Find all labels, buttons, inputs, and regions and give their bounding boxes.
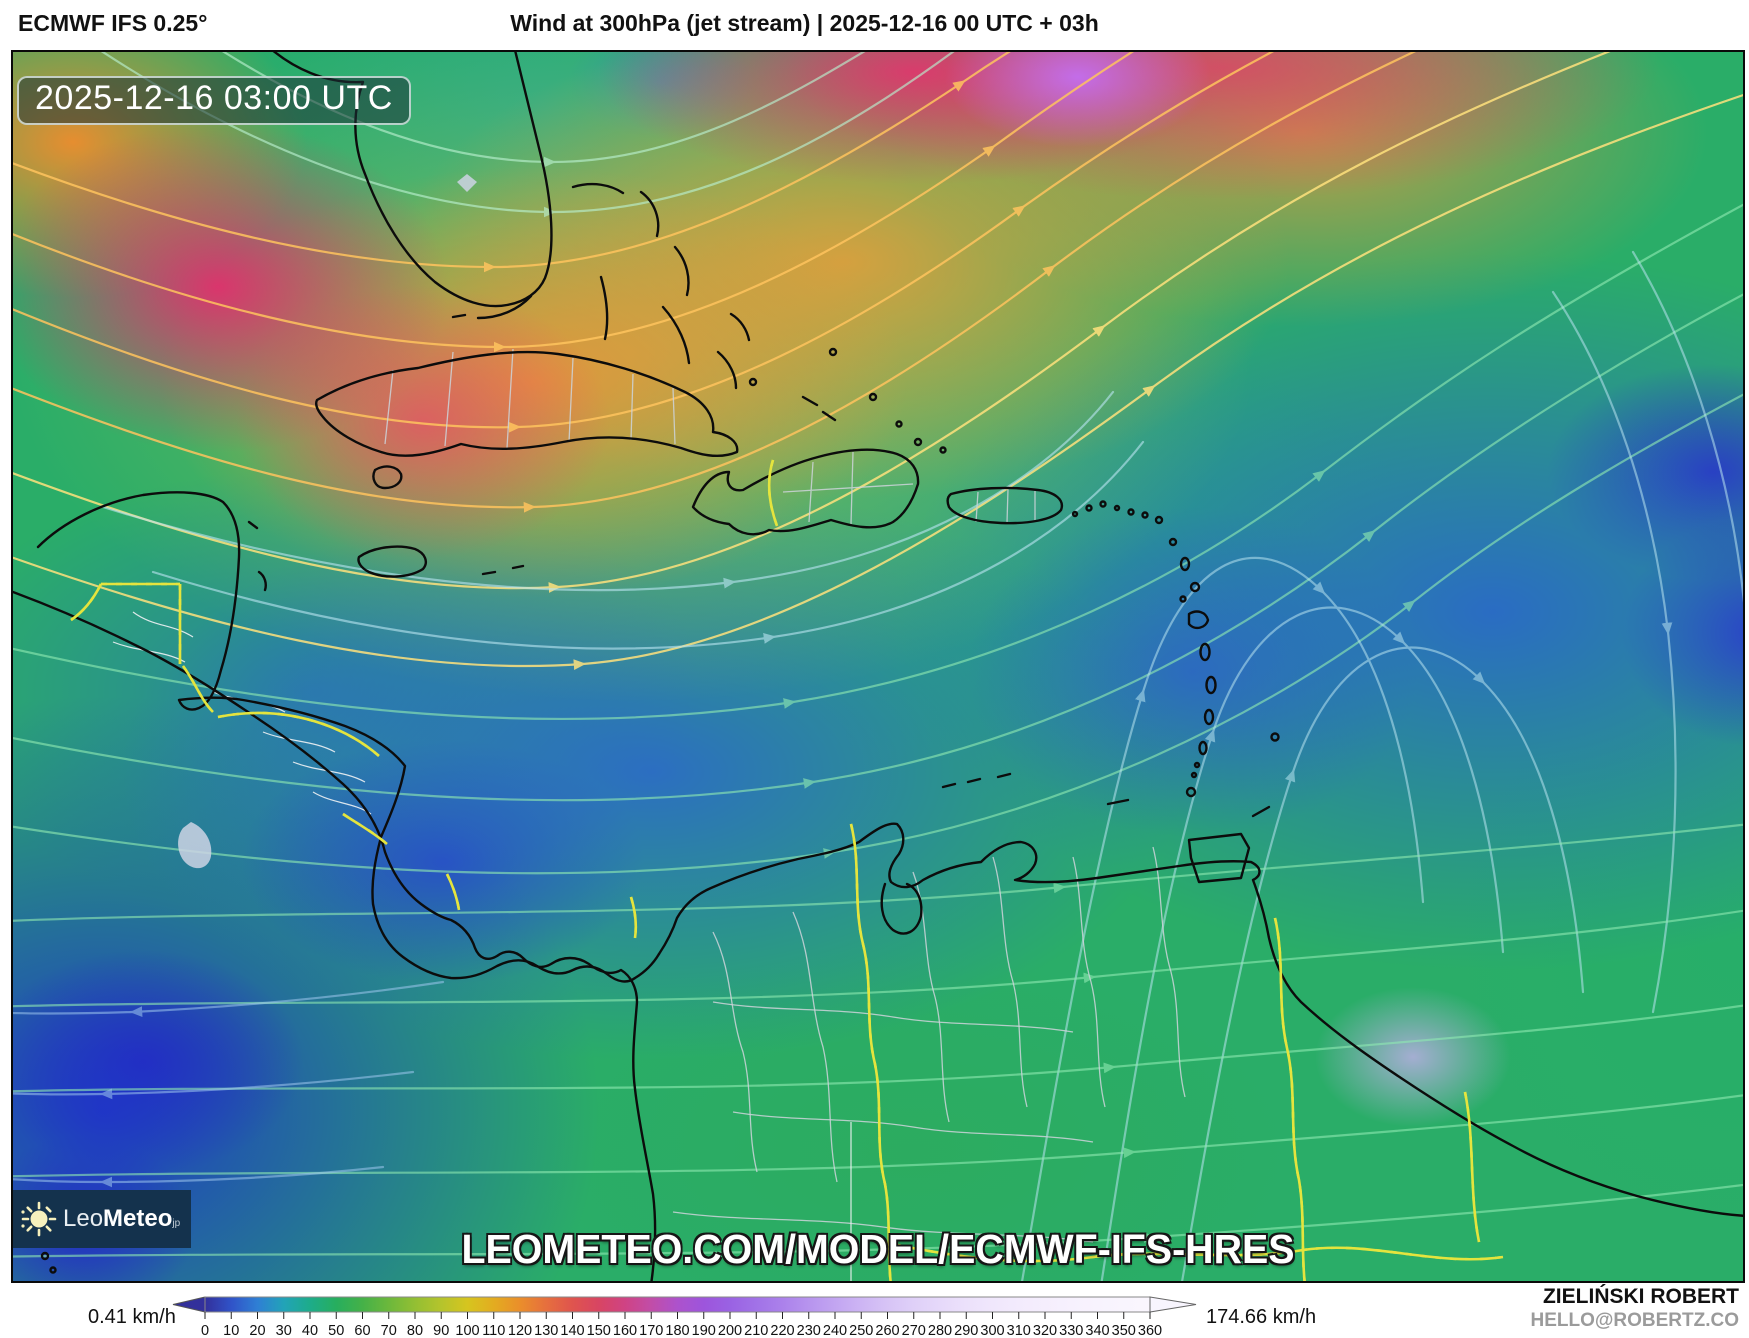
svg-text:340: 340 — [1085, 1323, 1109, 1338]
svg-text:140: 140 — [560, 1323, 584, 1338]
svg-text:350: 350 — [1112, 1323, 1136, 1338]
logo-suffix: jp — [172, 1218, 181, 1229]
color-scale: 0 10 20 30 40 50 60 70 80 90 100 110 120 130 140 150 160… — [172, 1296, 1197, 1338]
svg-text:170: 170 — [639, 1323, 663, 1338]
svg-text:180: 180 — [665, 1323, 689, 1338]
streamlines-trough — [1021, 250, 1743, 1281]
svg-text:80: 80 — [407, 1323, 423, 1338]
svg-text:330: 330 — [1059, 1323, 1083, 1338]
scale-arrow-left — [172, 1296, 206, 1313]
svg-text:40: 40 — [302, 1323, 318, 1338]
sun-icon — [21, 1201, 57, 1237]
svg-text:310: 310 — [1007, 1323, 1031, 1338]
map-overlay-svg — [13, 52, 1743, 1281]
svg-text:160: 160 — [613, 1323, 637, 1338]
svg-text:150: 150 — [587, 1323, 611, 1338]
country-borders — [70, 459, 1504, 1281]
watermark: LEOMETEO.COM/MODEL/ECMWF-IFS-HRES — [461, 1226, 1295, 1272]
svg-text:290: 290 — [954, 1323, 978, 1338]
leometeo-logo: LeoMeteojp — [13, 1190, 191, 1248]
svg-text:360: 360 — [1138, 1323, 1162, 1338]
svg-text:120: 120 — [508, 1323, 532, 1338]
svg-text:90: 90 — [433, 1323, 449, 1338]
svg-text:10: 10 — [223, 1323, 239, 1338]
map-canvas: 2025-12-16 03:00 UTC LeoMeteojp LEOMETEO… — [11, 50, 1745, 1283]
svg-text:190: 190 — [692, 1323, 716, 1338]
logo-text-bold: Meteo — [103, 1205, 173, 1232]
svg-text:70: 70 — [381, 1323, 397, 1338]
svg-text:240: 240 — [823, 1323, 847, 1338]
svg-text:280: 280 — [928, 1323, 952, 1338]
svg-text:20: 20 — [249, 1323, 265, 1338]
svg-text:100: 100 — [455, 1323, 479, 1338]
timestamp-overlay: 2025-12-16 03:00 UTC — [17, 76, 411, 125]
svg-text:210: 210 — [744, 1323, 768, 1338]
svg-text:220: 220 — [770, 1323, 794, 1338]
svg-text:260: 260 — [875, 1323, 899, 1338]
scale-ticks: 0 10 20 30 40 50 60 70 80 90 100 110 120 130 140 150 160… — [201, 1312, 1162, 1338]
scale-arrow-right — [1149, 1296, 1197, 1313]
streamlines-mid — [13, 203, 1743, 875]
streamlines-south — [13, 823, 1743, 1258]
svg-text:300: 300 — [980, 1323, 1004, 1338]
legend-min-value: 0.41 km/h — [88, 1306, 176, 1328]
streamlines-pacific — [13, 980, 445, 1188]
attribution-contact: HELLO@ROBERTZ.CO — [1530, 1310, 1739, 1331]
svg-text:250: 250 — [849, 1323, 873, 1338]
svg-text:270: 270 — [902, 1323, 926, 1338]
svg-text:130: 130 — [534, 1323, 558, 1338]
svg-text:60: 60 — [354, 1323, 370, 1338]
svg-text:50: 50 — [328, 1323, 344, 1338]
logo-text-light: Leo — [63, 1205, 104, 1232]
legend-max-value: 174.66 km/h — [1206, 1306, 1317, 1328]
model-label: ECMWF IFS 0.25° — [18, 10, 208, 36]
svg-text:200: 200 — [718, 1323, 742, 1338]
country-borders-dash — [69, 458, 1505, 1281]
attribution: ZIELIŃSKI ROBERT HELLO@ROBERTZ.CO — [1530, 1285, 1739, 1333]
svg-text:320: 320 — [1033, 1323, 1057, 1338]
page-title: Wind at 300hPa (jet stream) | 2025-12-16… — [510, 10, 1099, 36]
scale-bar — [204, 1296, 1151, 1313]
svg-text:30: 30 — [276, 1323, 292, 1338]
logo-wordmark: LeoMeteojp — [63, 1205, 180, 1233]
attribution-author: ZIELIŃSKI ROBERT — [1542, 1285, 1739, 1308]
svg-text:0: 0 — [201, 1323, 209, 1338]
svg-text:230: 230 — [797, 1323, 821, 1338]
svg-text:110: 110 — [482, 1323, 505, 1338]
